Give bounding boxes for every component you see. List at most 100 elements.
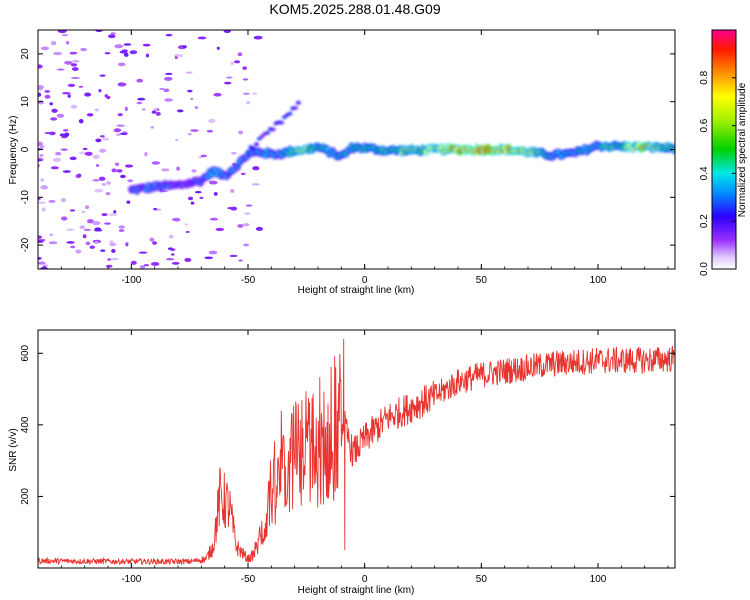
spectrogram-noise-cell bbox=[255, 226, 263, 231]
spectrogram-noise-cell bbox=[238, 259, 243, 262]
snr-panel: -100 -50 0 50 100 200 400 600 Height of straig… bbox=[8, 329, 676, 596]
spectrogram-noise-cell bbox=[80, 47, 87, 52]
spectrogram-noise-cell bbox=[101, 213, 108, 216]
spectrogram-noise-cell bbox=[38, 239, 44, 244]
spectrogram-noise-cell bbox=[153, 108, 158, 111]
spectrogram-noise-cell bbox=[174, 55, 178, 60]
colorbar-tick-label: 0.0 bbox=[699, 262, 710, 276]
spectrogram-noise-cell bbox=[66, 241, 75, 244]
spectrogram-noise-cell bbox=[191, 169, 197, 173]
spectrogram-noise-cell bbox=[75, 249, 82, 254]
spectrogram-noise-cell bbox=[184, 257, 192, 263]
spectrogram-noise-cell bbox=[85, 241, 91, 246]
snr-x-tick-label: 0 bbox=[362, 574, 368, 585]
snr-y-axis-label: SNR (v/v) bbox=[8, 428, 19, 471]
spectrogram-noise-cell bbox=[52, 157, 62, 162]
spectrogram-noise-cell bbox=[105, 191, 111, 196]
spectrogram-noise-cell bbox=[69, 51, 78, 55]
spectrogram-noise-cell bbox=[116, 124, 125, 127]
spectrogram-noise-cell bbox=[176, 166, 180, 171]
spectrogram-noise-cell bbox=[94, 108, 100, 112]
spectrogram-noise-cell bbox=[82, 234, 87, 239]
spectrogram-noise-cell bbox=[81, 210, 86, 214]
spectrogram-noise-cell bbox=[164, 98, 173, 102]
spectrogram-noise-cell bbox=[117, 62, 126, 67]
spectrogram-noise-cell bbox=[206, 129, 213, 133]
spectrogram-noise-cell bbox=[50, 41, 57, 46]
spectrogram-noise-cell bbox=[70, 76, 80, 79]
spectrogram-noise-cell bbox=[136, 101, 143, 105]
spectrogram-noise-cell bbox=[38, 64, 43, 69]
spectrogram-noise-cell bbox=[38, 235, 42, 239]
spectrogram-noise-cell bbox=[216, 46, 220, 50]
spectrogram-noise-cell bbox=[113, 209, 117, 214]
spectrogram-noise-cell bbox=[168, 234, 174, 239]
spectrogram-noise-cell bbox=[62, 170, 71, 173]
spectrogram-noise-cell bbox=[190, 97, 194, 100]
spectrogram-noise-cell bbox=[182, 45, 187, 48]
spectrogram-noise-cell bbox=[223, 81, 232, 85]
spectrogram-noise-cell bbox=[118, 229, 125, 232]
spectrogram-noise-cell bbox=[242, 92, 250, 95]
spectrogram-noise-cell bbox=[230, 206, 238, 211]
spectrogram-noise-cell bbox=[137, 97, 146, 101]
spectrogram-noise-cell bbox=[56, 113, 65, 118]
spectrogram-noise-cell bbox=[44, 90, 51, 93]
spectrogram-noise-cell bbox=[174, 53, 181, 57]
snr-frame bbox=[37, 329, 676, 569]
spectrogram-noise-cell bbox=[104, 52, 111, 55]
colorbar-tick-label: 0.8 bbox=[699, 70, 710, 84]
spectrogram-noise-cell bbox=[176, 109, 184, 113]
spectrogram-noise-cell bbox=[86, 113, 94, 117]
spectrogram-noise-cell bbox=[105, 264, 113, 268]
colorbar: 0.0 0.2 0.4 0.6 0.8 Normalized spectral ampl… bbox=[699, 29, 748, 276]
spectrogram-noise-cell bbox=[111, 168, 117, 173]
spectrogram-noise-cell bbox=[38, 87, 43, 91]
spectrogram-noise-cell bbox=[40, 178, 45, 182]
spectrogram-noise-cell bbox=[150, 262, 160, 266]
spectrogram-noise-cell bbox=[242, 78, 249, 81]
spectrogram-noise-cell bbox=[38, 261, 46, 265]
spectrogram-noise-cell bbox=[100, 249, 106, 252]
spectrogram-noise-cell bbox=[138, 251, 148, 254]
spectrogram-noise-cell bbox=[151, 110, 157, 114]
spectrogram-noise-cell bbox=[142, 43, 151, 47]
spectrogram-noise-cell bbox=[108, 213, 118, 217]
spectrogram-noise-cell bbox=[243, 243, 250, 247]
snr-x-tick-label: 100 bbox=[590, 574, 607, 585]
spectrogram-noise-cell bbox=[164, 76, 173, 81]
spectrogram-noise-cell bbox=[245, 204, 253, 207]
spectrogram-noise-cell bbox=[171, 261, 180, 265]
spectrogram-noise-cell bbox=[94, 240, 99, 244]
spectrogram-noise-cell bbox=[120, 174, 126, 179]
spectrogram-noise-cell bbox=[57, 30, 67, 34]
spectrogram-noise-cell bbox=[113, 128, 122, 133]
spectrogram-noise-cell bbox=[40, 266, 49, 269]
spectrogram-noise-cell bbox=[49, 102, 53, 106]
spectrogram-y-tick-label: -10 bbox=[20, 190, 31, 205]
spectrogram-noise-cell bbox=[98, 88, 102, 93]
spectrogram-branch-cell bbox=[254, 142, 259, 147]
spectrogram-y-tick-label: 0 bbox=[20, 146, 31, 152]
snr-x-tick-label: -100 bbox=[121, 574, 141, 585]
spectrogram-noise-cell bbox=[208, 118, 216, 124]
spectrogram-noise-cell bbox=[106, 95, 111, 100]
spectrogram-noise-cell bbox=[38, 201, 46, 204]
spectrogram-noise-cell bbox=[95, 164, 100, 167]
spectrogram-noise-cell bbox=[89, 245, 95, 249]
spectrogram-noise-cell bbox=[118, 225, 126, 229]
spectrogram-noise-cell bbox=[233, 60, 241, 64]
spectrogram-noise-cell bbox=[40, 185, 49, 190]
spectrogram-noise-cell bbox=[94, 227, 102, 231]
spectrogram-noise-cell bbox=[44, 94, 51, 99]
spectrogram-noise-cell bbox=[119, 132, 128, 135]
spectrogram-noise-cell bbox=[208, 250, 218, 255]
spectrogram-noise-cell bbox=[48, 241, 58, 245]
spectrogram-noise-cell bbox=[142, 108, 146, 111]
spectrogram-noise-cell bbox=[62, 129, 69, 132]
spectrogram-noise-cell bbox=[83, 228, 91, 231]
spectrogram-noise-cell bbox=[194, 190, 202, 194]
spectrogram-noise-cell bbox=[143, 264, 150, 267]
spectrogram-branch-cell bbox=[270, 127, 276, 132]
